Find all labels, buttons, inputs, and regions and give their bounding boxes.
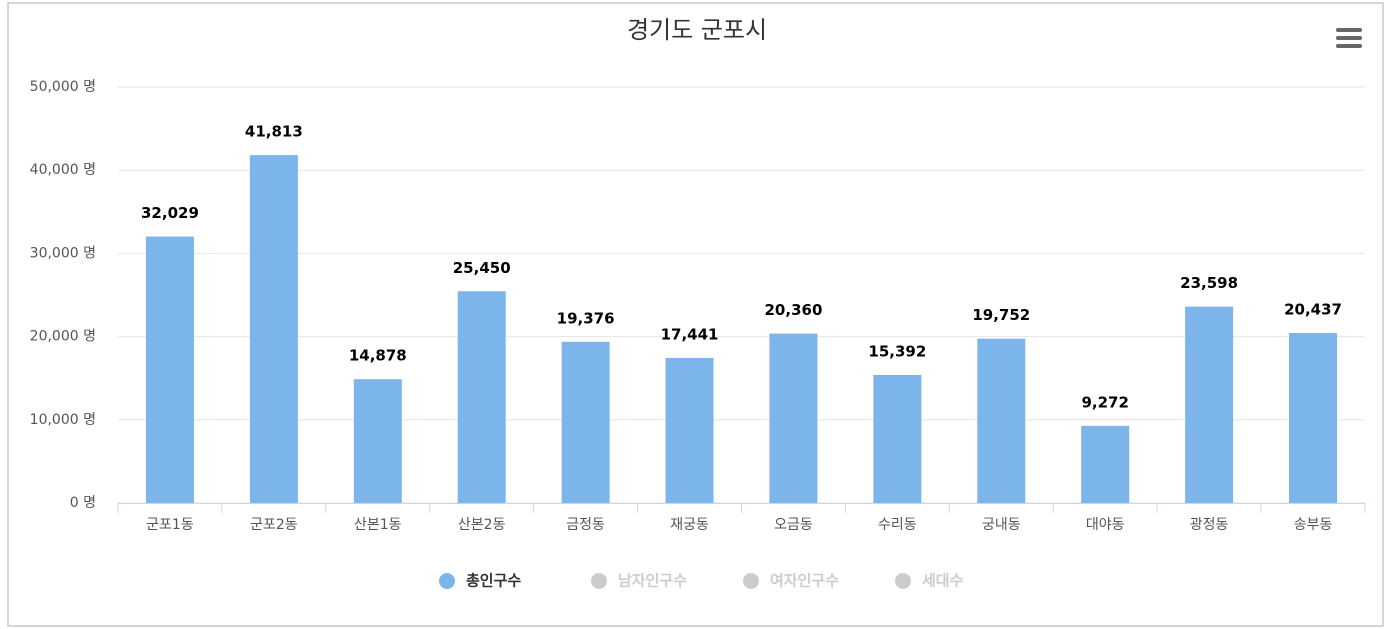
x-tick-label: 수리동 [878, 517, 917, 533]
bar [1185, 306, 1234, 503]
legend-marker[interactable] [439, 573, 455, 589]
data-label: 9,272 [1081, 393, 1128, 411]
bar [145, 236, 194, 503]
menu-button[interactable] [1336, 28, 1362, 48]
x-tick-label: 송부동 [1294, 517, 1333, 533]
legend-marker[interactable] [591, 573, 607, 589]
bar [561, 341, 610, 503]
x-tick-label: 산본2동 [458, 517, 506, 533]
x-tick-label: 군포2동 [250, 517, 298, 533]
legend-label[interactable]: 여자인구수 [770, 572, 839, 590]
x-tick-label: 대야동 [1086, 517, 1125, 533]
menu-bar[interactable] [1336, 36, 1362, 40]
menu-bar[interactable] [1336, 44, 1362, 48]
y-tick-label: 0 명 [70, 495, 96, 511]
bar [873, 374, 922, 503]
x-tick-label: 재궁동 [670, 517, 709, 533]
data-label: 17,441 [661, 325, 719, 343]
x-tick-label: 산본1동 [354, 517, 402, 533]
x-tick-label: 군포1동 [146, 517, 194, 533]
y-tick-label: 40,000 명 [30, 162, 96, 178]
data-label: 25,450 [453, 259, 511, 277]
data-label: 19,376 [557, 309, 615, 327]
y-tick-label: 10,000 명 [30, 412, 96, 428]
y-tick-label: 50,000 명 [30, 79, 96, 95]
data-label: 32,029 [141, 204, 199, 222]
legend-label[interactable]: 남자인구수 [618, 572, 687, 590]
bar [665, 357, 714, 503]
y-tick-label: 30,000 명 [30, 245, 96, 261]
bar [249, 155, 298, 503]
chart-title: 경기도 군포시 [627, 16, 767, 44]
bar [457, 291, 506, 503]
data-label: 20,437 [1284, 300, 1342, 318]
x-tick-label: 금정동 [566, 517, 605, 533]
data-label: 20,360 [765, 301, 823, 319]
menu-bar[interactable] [1336, 28, 1362, 32]
legend-label[interactable]: 총인구수 [466, 572, 521, 590]
chart-border [7, 2, 1384, 627]
data-label: 23,598 [1180, 274, 1238, 292]
data-label: 15,392 [868, 342, 926, 360]
bar [1081, 425, 1130, 503]
bar [353, 379, 402, 503]
x-tick-label: 오금동 [774, 517, 813, 533]
x-tick-label: 광정동 [1190, 517, 1229, 533]
legend-marker[interactable] [743, 573, 759, 589]
bar [1289, 332, 1338, 503]
y-tick-label: 20,000 명 [30, 329, 96, 345]
legend-marker[interactable] [895, 573, 911, 589]
bar [977, 338, 1026, 503]
x-tick-label: 궁내동 [982, 517, 1021, 533]
data-label: 14,878 [349, 347, 407, 365]
data-label: 41,813 [245, 123, 303, 141]
bar [769, 333, 818, 503]
data-label: 19,752 [972, 306, 1030, 324]
legend-label[interactable]: 세대수 [922, 572, 964, 590]
